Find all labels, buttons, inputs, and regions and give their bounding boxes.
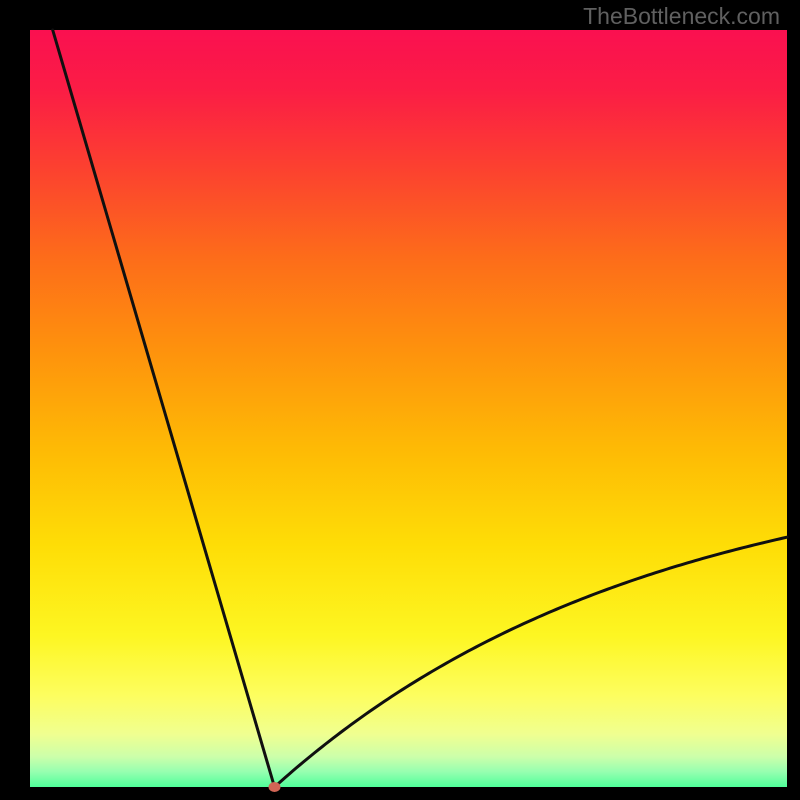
watermark-text: TheBottleneck.com	[583, 3, 780, 30]
plot-background	[30, 30, 787, 787]
chart-container: TheBottleneck.com	[0, 0, 800, 800]
bottleneck-chart	[0, 0, 800, 800]
minimum-marker	[269, 782, 281, 792]
